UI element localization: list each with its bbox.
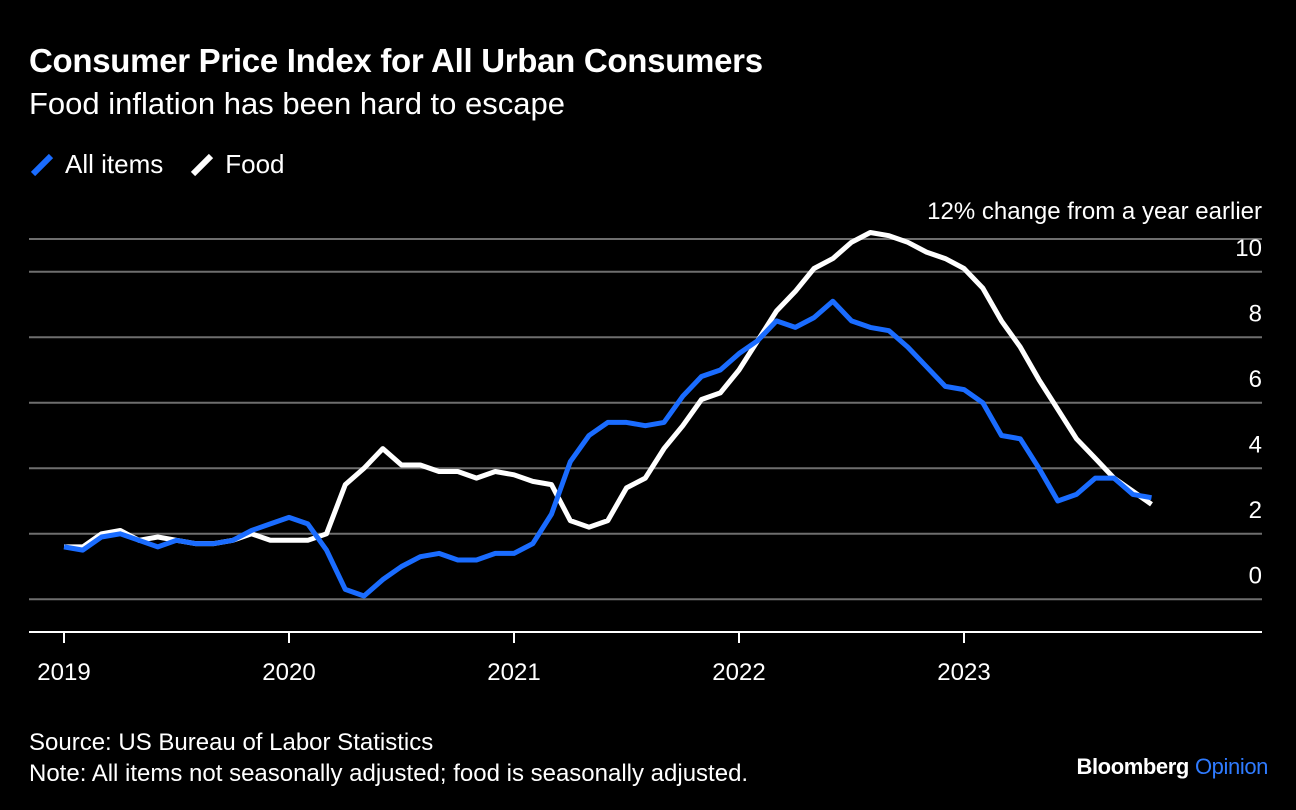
- series-line-all-items: [63, 298, 1152, 599]
- legend-swatch-all-items: [30, 153, 54, 177]
- y-tick-label-8: 8: [1249, 300, 1262, 327]
- bloomberg-opinion-logo: Bloomberg Opinion: [1076, 754, 1268, 780]
- y-axis-unit-label: 12% change from a year earlier: [927, 198, 1262, 225]
- brand-section: Opinion: [1194, 754, 1268, 779]
- legend-swatch-food: [191, 153, 214, 177]
- brand-name: Bloomberg: [1076, 754, 1189, 779]
- chart-subtitle: Food inflation has been hard to escape: [29, 86, 565, 121]
- y-tick-label-10: 10: [1235, 235, 1262, 262]
- x-tick-label-2023: 2023: [937, 659, 990, 686]
- x-tick-label-2021: 2021: [487, 659, 540, 686]
- y-tick-label-4: 4: [1249, 431, 1262, 458]
- source-note: Source: US Bureau of Labor Statistics: [29, 729, 434, 756]
- y-tick-label-6: 6: [1249, 366, 1262, 393]
- legend-item-all-items: All items: [29, 149, 163, 180]
- legend: All items Food: [29, 148, 311, 180]
- x-tick-label-2020: 2020: [262, 659, 315, 686]
- footer: Source: US Bureau of Labor Statistics No…: [29, 727, 748, 789]
- x-tick-label-2022: 2022: [712, 659, 765, 686]
- y-tick-label-2: 2: [1249, 497, 1262, 524]
- y-tick-label-0: 0: [1249, 562, 1262, 589]
- series-line-food: [64, 230, 1153, 550]
- legend-label-food: Food: [225, 148, 285, 179]
- legend-label-all-items: All items: [65, 148, 164, 179]
- legend-item-food: Food: [189, 148, 285, 180]
- chart-title: Consumer Price Index for All Urban Consu…: [29, 42, 763, 79]
- methodology-note: Note: All items not seasonally adjusted;…: [29, 760, 749, 787]
- x-tick-label-2019: 2019: [37, 659, 90, 686]
